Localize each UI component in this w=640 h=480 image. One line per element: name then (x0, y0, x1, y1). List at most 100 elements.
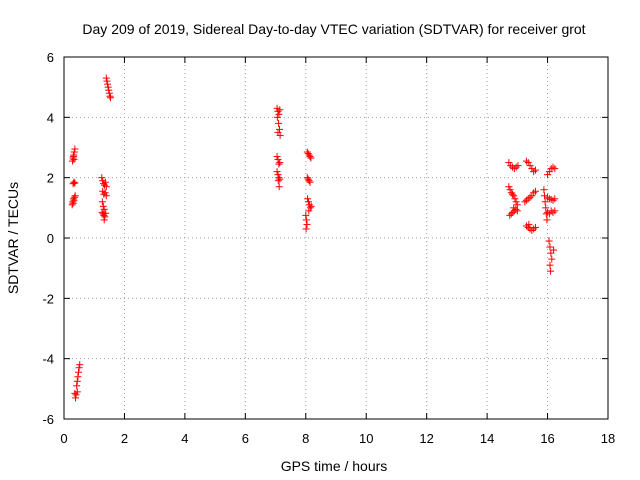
data-point (68, 157, 76, 165)
data-point (507, 210, 515, 218)
data-points (68, 74, 559, 402)
data-point (512, 198, 520, 206)
data-point (73, 388, 81, 396)
data-point (101, 189, 109, 197)
data-point (510, 165, 518, 173)
data-point (550, 246, 558, 254)
x-tick-label: 6 (242, 431, 249, 446)
data-point (510, 192, 518, 200)
data-point (505, 159, 513, 167)
data-point (102, 74, 110, 82)
data-point (512, 163, 520, 171)
data-point (276, 159, 284, 167)
data-point (531, 223, 539, 231)
data-point (76, 361, 84, 369)
data-point (307, 154, 315, 162)
data-point (102, 183, 110, 191)
data-point (71, 193, 79, 201)
data-point (70, 196, 78, 204)
data-point (506, 186, 514, 194)
grid-layer (64, 57, 608, 419)
data-point (306, 178, 314, 186)
data-point (305, 201, 313, 209)
data-point (275, 125, 283, 133)
data-point (549, 163, 557, 171)
data-point (547, 267, 555, 275)
data-point (549, 196, 557, 204)
data-point (306, 153, 314, 161)
y-axis-label: SDTVAR / TECUs (5, 182, 21, 294)
data-point (509, 208, 517, 216)
data-point (304, 195, 312, 203)
data-point (551, 207, 559, 215)
data-point (106, 92, 114, 100)
data-point (69, 180, 77, 188)
data-point (514, 162, 522, 170)
x-tick-label: 2 (121, 431, 128, 446)
data-point (70, 148, 78, 156)
data-point (273, 153, 281, 161)
data-point (273, 168, 281, 176)
y-tick-label: 2 (47, 171, 54, 186)
data-point (99, 202, 107, 210)
data-point (510, 204, 518, 212)
data-point (304, 198, 312, 206)
data-point (75, 368, 83, 376)
data-point (525, 220, 533, 228)
x-tick-label: 4 (181, 431, 188, 446)
x-tick-label: 14 (480, 431, 494, 446)
data-point (508, 190, 516, 198)
data-point (521, 198, 529, 206)
data-point (71, 145, 79, 153)
data-point (522, 157, 530, 165)
data-point (511, 195, 519, 203)
data-point (275, 174, 283, 182)
data-point (104, 83, 112, 91)
data-point (69, 199, 77, 207)
data-point (542, 204, 550, 212)
data-point (75, 364, 83, 372)
data-point (303, 148, 311, 156)
data-point (275, 119, 283, 127)
y-tick-label: -6 (42, 412, 54, 427)
data-point (275, 183, 283, 191)
data-point (274, 171, 282, 179)
tick-layer: 0 2 4 6 8 10 12 14 16 18 -6 -4 -2 0 2 4 6 (42, 50, 615, 446)
data-point (307, 202, 315, 210)
data-point (545, 237, 553, 245)
data-point (72, 391, 80, 399)
x-tick-label: 18 (601, 431, 615, 446)
data-point (69, 153, 77, 161)
data-point (274, 107, 282, 115)
data-point (545, 168, 553, 176)
data-point (274, 177, 282, 185)
data-point (540, 186, 548, 194)
data-point (304, 150, 312, 158)
data-point (541, 192, 549, 200)
x-axis-label: GPS time / hours (281, 458, 388, 474)
data-point (551, 165, 559, 173)
data-point (546, 261, 554, 269)
data-point (98, 198, 106, 206)
data-point (101, 178, 109, 186)
data-point (104, 80, 112, 88)
data-point (544, 171, 552, 179)
data-point (526, 193, 534, 201)
data-point (73, 382, 81, 390)
data-point (528, 165, 536, 173)
y-tick-label: 6 (47, 50, 54, 65)
data-point (107, 94, 115, 102)
data-point (546, 243, 554, 251)
data-point (513, 207, 521, 215)
data-point (306, 204, 314, 212)
chart-title: Day 209 of 2019, Sidereal Day-to-day VTE… (82, 21, 585, 37)
data-point (531, 187, 539, 195)
y-tick-label: -2 (42, 291, 54, 306)
data-point (105, 89, 113, 97)
data-point (68, 201, 76, 209)
data-point (70, 156, 78, 164)
data-point (545, 210, 553, 218)
data-point (551, 195, 559, 203)
data-point (531, 166, 539, 174)
